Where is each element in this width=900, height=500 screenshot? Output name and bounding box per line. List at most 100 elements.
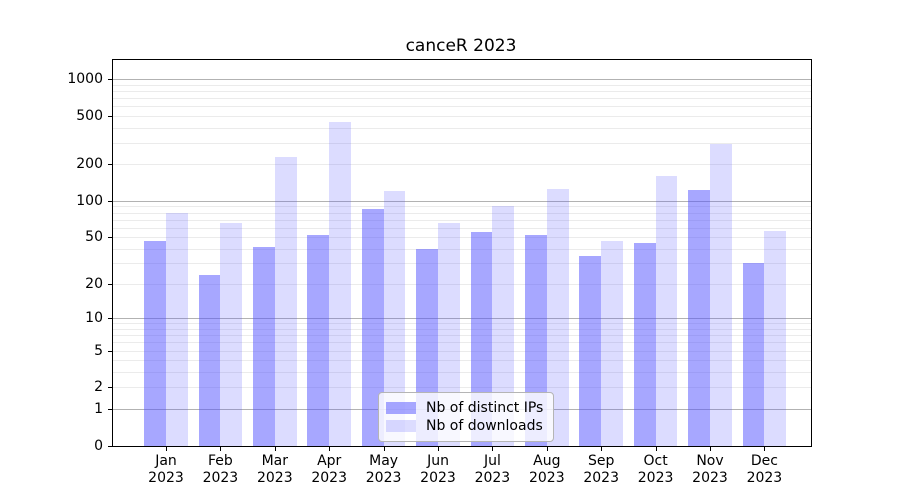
x-tick-year: 2023 (583, 470, 619, 486)
y-tick-label: 1000 (67, 71, 103, 88)
y-tick-mark (108, 200, 112, 202)
minor-gridline (113, 84, 811, 86)
legend-label: Nb of distinct IPs (426, 399, 544, 416)
x-tick-year: 2023 (528, 470, 565, 486)
bar-downloads-may (383, 191, 406, 446)
x-tick-label: Jan 2023 (126, 453, 206, 487)
x-tick-mark (601, 447, 603, 451)
x-tick-mark (655, 447, 657, 451)
legend-label: Nb of downloads (426, 417, 543, 434)
bar-downloads-nov (710, 143, 732, 446)
x-tick-year: 2023 (202, 470, 239, 486)
x-tick-mark (492, 447, 494, 451)
bar-downloads-aug (546, 188, 569, 446)
x-tick-year: 2023 (637, 470, 674, 486)
minor-gridline (113, 350, 811, 352)
bar-downloads-mar (274, 157, 297, 446)
plot-area: Nb of distinct IPs Nb of downloads (112, 59, 812, 447)
minor-gridline (113, 206, 811, 208)
x-tick-label: Feb 2023 (180, 453, 260, 487)
x-tick-label: Aug 2023 (507, 453, 587, 487)
x-tick-month: Sep (587, 453, 615, 469)
y-tick-mark (108, 387, 112, 389)
major-gridline (113, 200, 811, 202)
y-tick-label: 1 (94, 400, 103, 417)
x-tick-label: Apr 2023 (289, 453, 369, 487)
x-tick-year: 2023 (311, 470, 347, 486)
minor-gridline (113, 212, 811, 214)
x-tick-mark (546, 447, 548, 451)
bar-ips-apr (307, 235, 330, 446)
x-tick-month: Jun (427, 453, 449, 469)
x-tick-month: Apr (317, 453, 342, 469)
bar-downloads-dec (764, 231, 787, 446)
x-tick-year: 2023 (474, 470, 511, 486)
x-tick-mark (329, 447, 331, 451)
y-tick-label: 2 (94, 379, 103, 396)
minor-gridline (113, 284, 811, 286)
x-tick-label: Nov 2023 (670, 453, 750, 487)
minor-gridline (113, 263, 811, 265)
minor-gridline (113, 248, 811, 250)
bar-ips-oct (633, 242, 656, 446)
y-tick-mark (108, 164, 112, 166)
y-tick-mark (108, 284, 112, 286)
x-tick-month: Mar (261, 453, 288, 469)
minor-gridline (113, 342, 811, 344)
minor-gridline (113, 335, 811, 337)
x-tick-label: Oct 2023 (616, 453, 696, 487)
x-tick-year: 2023 (692, 470, 728, 486)
bar-ips-nov (688, 190, 710, 446)
x-tick-month: Jul (483, 453, 501, 469)
minor-gridline (113, 164, 811, 166)
x-tick-month: Oct (643, 453, 668, 469)
legend-swatch-downloads (386, 419, 416, 432)
y-tick-mark (108, 408, 112, 410)
bar-ips-feb (198, 274, 221, 446)
x-tick-mark (220, 447, 222, 451)
y-tick-mark (108, 445, 112, 447)
bar-downloads-apr (329, 121, 351, 446)
legend-item-distinct-ips: Nb of distinct IPs (386, 399, 543, 416)
legend-item-downloads: Nb of downloads (386, 417, 543, 434)
bar-downloads-jun (438, 223, 460, 446)
x-tick-month: Feb (207, 453, 233, 469)
minor-gridline (113, 329, 811, 331)
x-tick-label: Dec 2023 (724, 453, 804, 487)
minor-gridline (113, 360, 811, 362)
minor-gridline (113, 127, 811, 129)
x-tick-label: Mar 2023 (235, 453, 315, 487)
bar-downloads-jul (492, 206, 515, 446)
x-tick-month: May (369, 453, 399, 469)
minor-gridline (113, 91, 811, 93)
x-tick-mark (274, 447, 276, 451)
y-tick-label: 5 (94, 342, 103, 359)
bar-ips-mar (253, 247, 275, 446)
x-tick-label: Jul 2023 (452, 453, 532, 487)
x-tick-month: Aug (533, 453, 561, 469)
x-tick-year: 2023 (420, 470, 456, 486)
legend: Nb of distinct IPs Nb of downloads (378, 392, 555, 442)
y-tick-mark (108, 116, 112, 118)
x-tick-label: May 2023 (344, 453, 424, 487)
y-tick-mark (108, 237, 112, 239)
bar-ips-jan (144, 241, 166, 446)
x-tick-label: Jun 2023 (398, 453, 478, 487)
bar-ips-sep (579, 255, 602, 446)
minor-gridline (113, 106, 811, 108)
minor-gridline (113, 323, 811, 325)
minor-gridline (113, 219, 811, 221)
y-tick-label: 0 (94, 437, 103, 454)
minor-gridline (113, 237, 811, 239)
y-tick-label: 10 (85, 310, 103, 327)
y-tick-label: 50 (85, 229, 103, 246)
bar-downloads-sep (601, 241, 623, 446)
minor-gridline (113, 372, 811, 374)
y-tick-label: 20 (85, 276, 103, 293)
y-tick-label: 200 (76, 156, 103, 173)
minor-gridline (113, 116, 811, 118)
major-gridline (113, 79, 811, 81)
major-gridline (113, 318, 811, 320)
x-tick-mark (383, 447, 385, 451)
